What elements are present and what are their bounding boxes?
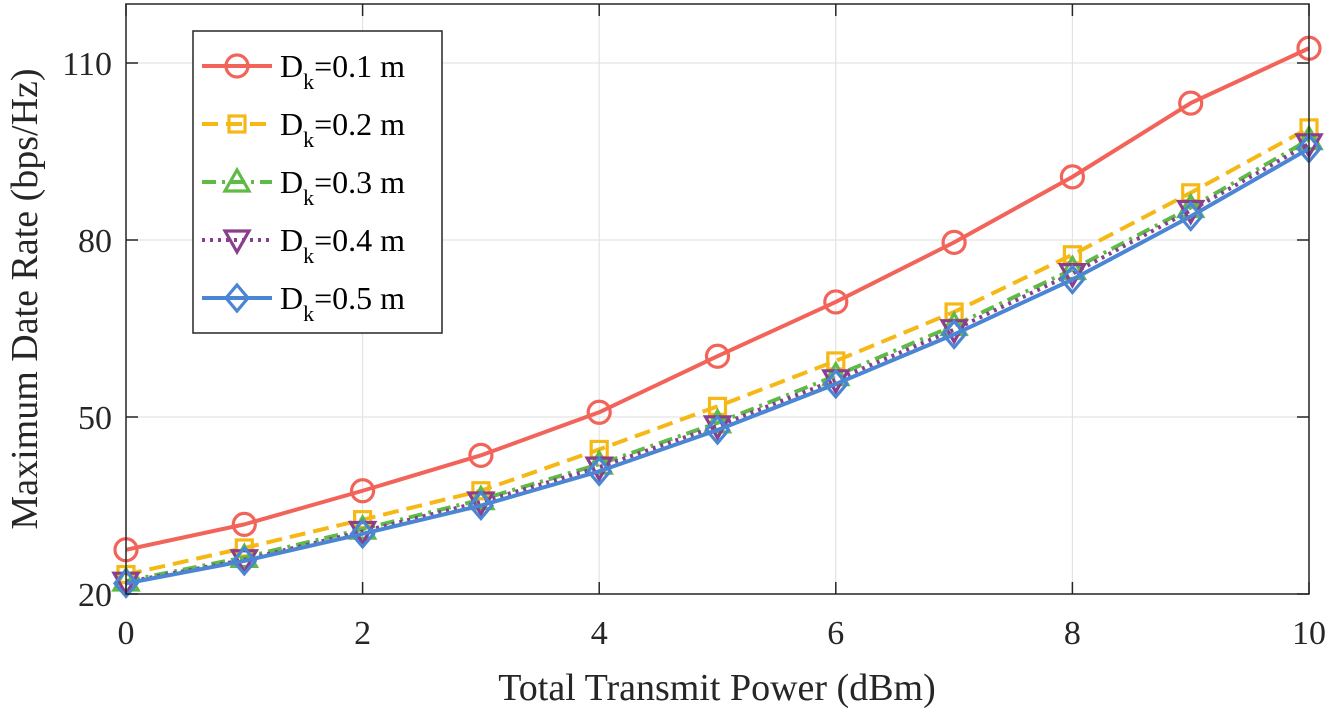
legend-label: Dk=0.3 m [280, 164, 405, 210]
data-point [112, 567, 140, 599]
data-point [349, 518, 376, 550]
legend-marker [227, 114, 247, 134]
y-tick-label: 50 [78, 400, 112, 437]
legend-item: Dk=0.5 m [202, 280, 405, 326]
x-tick-label: 6 [827, 615, 844, 652]
x-tick-label: 10 [1292, 615, 1326, 652]
series-line [125, 46, 1310, 552]
data-point [1062, 245, 1083, 265]
data-point [707, 396, 728, 416]
series-1 [113, 35, 1322, 563]
data-point [1178, 90, 1204, 116]
x-tick-label: 8 [1064, 615, 1081, 652]
data-point [586, 399, 612, 425]
data-point [822, 368, 849, 400]
legend-label: Dk=0.5 m [280, 280, 405, 326]
data-point [231, 511, 257, 537]
data-point [1177, 200, 1204, 232]
legend-item: Dk=0.3 m [202, 164, 405, 210]
ticks: 0 2 4 6 8 10 20 50 80 110 [62, 4, 1326, 652]
legend-marker [223, 282, 251, 314]
legend-item: Dk=0.2 m [202, 106, 405, 152]
data-point [1059, 264, 1086, 296]
data-point [941, 229, 967, 255]
legend-marker [224, 53, 250, 79]
data-point [468, 442, 494, 468]
data-point [704, 343, 731, 369]
series-layer [111, 35, 1324, 599]
data-point [350, 478, 376, 504]
legend-label: Dk=0.4 m [280, 222, 405, 268]
x-tick-label: 2 [354, 615, 371, 652]
data-point [1059, 164, 1086, 190]
x-tick-label: 0 [118, 615, 135, 652]
y-tick-label: 110 [62, 46, 112, 83]
x-axis-label: Total Transmit Power (dBm) [498, 667, 936, 709]
x-tick-label: 4 [591, 615, 608, 652]
data-point [471, 481, 491, 501]
y-tick-label: 20 [78, 577, 112, 614]
legend-item: Dk=0.1 m [202, 48, 405, 94]
data-point [231, 545, 258, 577]
y-tick-label: 80 [78, 223, 112, 260]
data-point [467, 490, 494, 521]
legend: Dk=0.1 m Dk=0.2 m Dk=0.3 m Dk=0.4 m Dk=0.5 m [192, 30, 443, 334]
legend-marker [222, 166, 252, 193]
data-point [704, 414, 731, 446]
data-point [823, 289, 849, 315]
series-line [125, 146, 1310, 586]
legend-item: Dk=0.4 m [202, 222, 405, 268]
legend-marker [222, 229, 252, 256]
series-line [125, 137, 1310, 583]
series-5 [112, 133, 1323, 599]
data-point [941, 318, 968, 350]
series-line [125, 126, 1310, 577]
y-axis-label: Maximum Date Rate (bps/Hz) [4, 68, 46, 529]
legend-label: Dk=0.2 m [280, 106, 405, 152]
data-point [586, 455, 613, 487]
plot-frame [125, 3, 1310, 595]
legend-label: Dk=0.1 m [280, 48, 405, 94]
